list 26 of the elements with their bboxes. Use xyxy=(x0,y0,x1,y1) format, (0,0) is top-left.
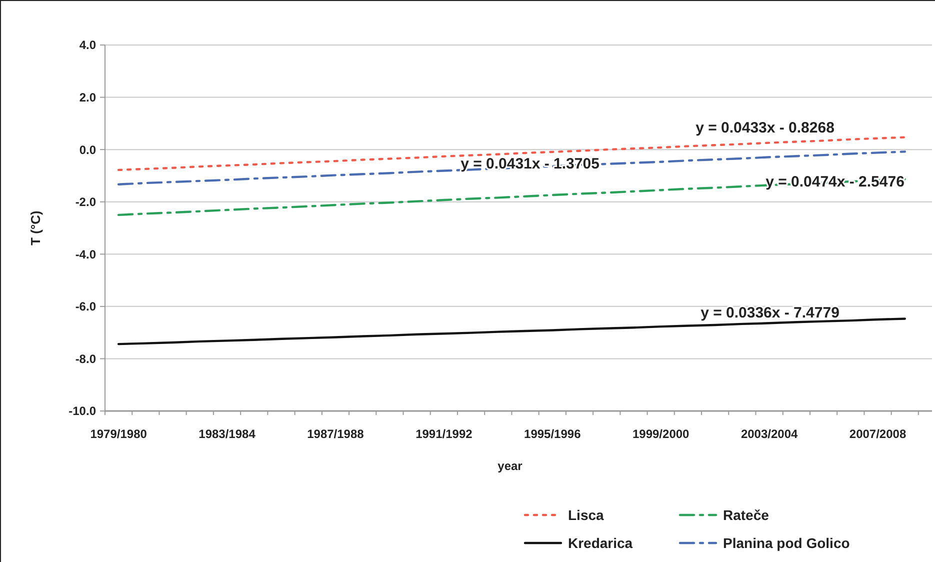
y-tick-label: -8.0 xyxy=(75,352,96,366)
line-series xyxy=(117,178,906,216)
y-tick-label: 0.0 xyxy=(79,142,96,157)
y-tick-label: -2.0 xyxy=(75,195,96,210)
annotation: y = 0.0336x - 7.4779 xyxy=(700,304,840,322)
legend-label: Kredarica xyxy=(568,534,633,551)
x-tick-label: 1979/1980 xyxy=(90,427,148,441)
x-tick-label: 2003/2004 xyxy=(740,427,798,441)
x-tick-label: 1983/1984 xyxy=(198,427,256,441)
x-axis-title: year xyxy=(498,459,523,473)
line-series xyxy=(117,136,906,172)
x-tick-label: 1999/2000 xyxy=(632,427,690,441)
x-tick-label: 1995/1996 xyxy=(524,427,582,441)
annotation: y = 0.0433x - 0.8268 xyxy=(696,119,834,136)
y-tick-label: -6.0 xyxy=(75,300,96,314)
y-axis-title: T (°C) xyxy=(28,210,43,246)
legend-label: Lisca xyxy=(568,506,604,523)
legend-label: Planina pod Golico xyxy=(723,534,850,551)
y-tick-label: 4.0 xyxy=(79,38,96,52)
y-tick-label: -4.0 xyxy=(75,247,96,262)
y-tick-label: -10.0 xyxy=(68,404,96,418)
y-tick-label: 2.0 xyxy=(79,90,96,104)
x-tick-label: 2007/2008 xyxy=(849,427,906,441)
legend-label: Rateče xyxy=(723,506,770,523)
x-tick-label: 1991/1992 xyxy=(416,427,473,441)
x-tick-label: 1987/1988 xyxy=(307,427,364,441)
